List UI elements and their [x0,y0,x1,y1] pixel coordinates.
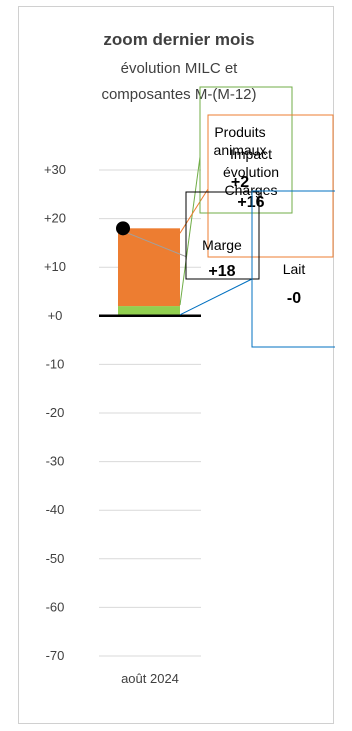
data-label-box [185,191,260,280]
bar-segment [118,228,180,307]
bars [116,221,180,316]
data-label-box [251,190,335,348]
leader-lines [127,156,253,316]
y-tick-label: -20 [46,405,65,420]
x-axis: août 2024 [99,314,201,686]
bar-segment [118,306,180,316]
leader-line [179,278,253,316]
y-tick-label: -10 [46,356,65,371]
chart: zoom dernier mois évolution MILC et comp… [44,30,335,686]
data-label-text: Lait [283,261,306,277]
chart-subtitle-line-1: évolution MILC et [121,60,239,77]
gridlines [99,169,201,657]
data-label-text: évolution [223,164,279,180]
leader-line [179,188,209,234]
data-labels: Produitsanimaux+2ImpactévolutionCharges+… [185,86,335,348]
data-label-value: +18 [208,263,235,280]
y-axis: +30 +20 +10 +0 -10 -20 -30 -40 -50 -60 -70 [44,162,66,663]
data-label-text: Charges [225,182,278,198]
chart-title: zoom dernier mois [103,30,254,49]
y-tick-label: -50 [46,551,65,566]
y-tick-label: -70 [46,648,65,663]
y-tick-label: -40 [46,502,65,517]
data-label-value: -0 [287,290,301,307]
data-label-text: Produits [214,124,265,140]
y-tick-label: +30 [44,162,66,177]
data-label-value: +16 [237,194,264,211]
y-tick-label: +20 [44,211,66,226]
data-label-text: animaux [214,142,267,158]
y-tick-label: -30 [46,454,65,469]
data-label-box [199,86,293,214]
marge-point [116,221,130,236]
y-tick-label: -60 [46,599,65,614]
leader-line [179,156,201,306]
data-label-box [207,114,334,258]
data-label-text: Impact [230,146,272,162]
y-tick-label: +0 [48,308,63,323]
data-label-value: +2 [231,174,249,191]
y-tick-label: +10 [44,259,66,274]
chart-subtitle-line-2: composantes M-(M-12) [101,86,256,103]
data-label-text: Marge [202,237,242,253]
leader-line [127,232,188,258]
chart-frame: zoom dernier mois évolution MILC et comp… [18,6,335,724]
x-category-label: août 2024 [121,671,179,686]
